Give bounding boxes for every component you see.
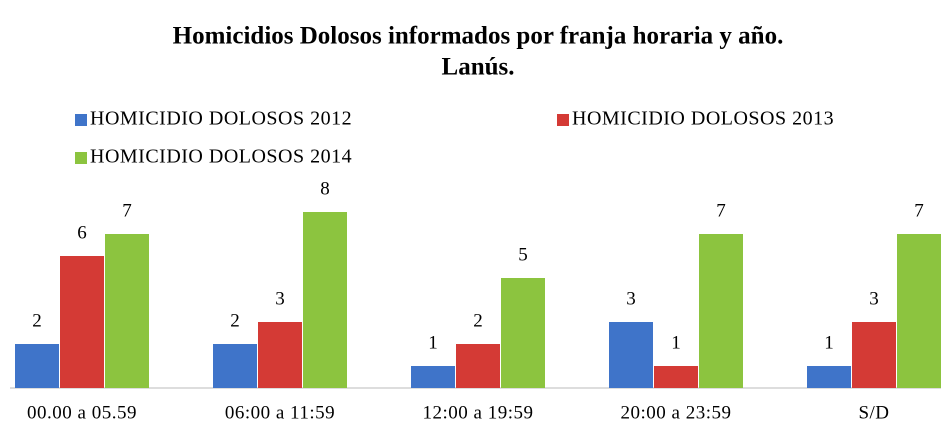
data-label: 7 [122,200,132,221]
chart-title: Homicidios Dolosos informados por franja… [173,23,784,50]
bar [654,366,698,388]
data-label: 7 [716,200,726,221]
data-label: 2 [230,310,240,331]
data-label: 7 [914,200,924,221]
data-label: 3 [869,288,879,309]
data-label: 5 [518,244,528,265]
bar [15,344,59,388]
bar [258,322,302,388]
x-tick-label: 20:00 a 23:59 [621,402,732,423]
data-label: 2 [473,310,483,331]
x-tick-label: 06:00 a 11:59 [225,402,335,423]
x-tick-label: 00.00 a 05.59 [27,402,137,423]
data-label: 3 [275,288,285,309]
bar [105,234,149,388]
bar [60,256,104,388]
legend-label: HOMICIDIO DOLOSOS 2013 [572,108,834,130]
data-label: 1 [824,332,834,353]
legend-swatch [557,114,569,126]
data-label: 2 [32,310,42,331]
data-label: 6 [77,222,87,243]
legend-swatch [75,152,87,164]
bar [411,366,455,388]
bar [456,344,500,388]
bar [303,212,347,388]
legend-label: HOMICIDIO DOLOSOS 2012 [90,108,352,130]
bar [213,344,257,388]
data-label: 3 [626,288,636,309]
x-tick-label: 12:00 a 19:59 [423,402,534,423]
bar [852,322,896,388]
bar [807,366,851,388]
data-label: 8 [320,178,330,199]
bar [501,278,545,388]
legend-label: HOMICIDIO DOLOSOS 2014 [90,146,352,168]
bar [897,234,941,388]
bar [699,234,743,388]
data-label: 1 [428,332,438,353]
legend-swatch [75,114,87,126]
data-label: 1 [671,332,681,353]
x-tick-label: S/D [858,402,889,423]
chart-title: Lanús. [442,54,515,81]
bar [609,322,653,388]
